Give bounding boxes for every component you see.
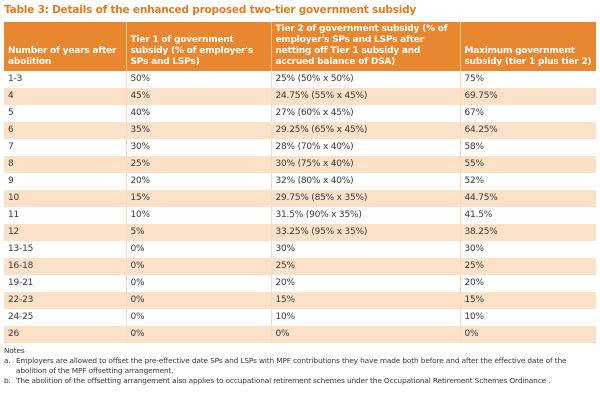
table-row: 26 0% 0% 0% [4,326,596,343]
note-b: b. The abolition of the offsetting arran… [4,376,596,386]
cell-years: 11 [4,207,126,224]
cell-tier2: 30% (75% x 40%) [270,156,460,173]
notes: Notes a. Employers are allowed to offset… [4,346,596,386]
cell-tier2: 32% (80% x 40%) [270,173,460,190]
cell-years: 19-21 [4,275,126,292]
cell-tier1: 0% [125,258,271,275]
cell-maximum: 38.25% [459,224,596,241]
cell-years: 8 [4,156,126,173]
cell-tier2: 24.75% (55% x 45%) [270,88,460,105]
note-label: b. [4,376,11,385]
header-tier1: Tier 1 of government subsidy (% of emplo… [125,22,271,71]
cell-maximum: 52% [459,173,596,190]
table-row: 1-3 50% 25% (50% x 50%) 75% [4,71,596,88]
cell-tier1: 15% [125,190,271,207]
cell-maximum: 41.5% [459,207,596,224]
cell-tier2: 25% [270,258,460,275]
table-header: Number of years after abolition Tier 1 o… [4,22,596,71]
table-row: 5 40% 27% (60% x 45%) 67% [4,105,596,122]
cell-tier2: 0% [270,326,460,343]
subsidy-table: Number of years after abolition Tier 1 o… [4,22,596,343]
table-row: 8 25% 30% (75% x 40%) 55% [4,156,596,173]
cell-tier1: 0% [125,326,271,343]
table-row: 4 45% 24.75% (55% x 45%) 69.75% [4,88,596,105]
note-text: Employers are allowed to offset the pre-… [16,356,567,375]
header-row: Number of years after abolition Tier 1 o… [4,22,596,71]
cell-tier2: 20% [270,275,460,292]
cell-tier1: 0% [125,241,271,258]
cell-tier1: 20% [125,173,271,190]
table-row: 22-23 0% 15% 15% [4,292,596,309]
cell-tier1: 35% [125,122,271,139]
page: Table 3: Details of the enhanced propose… [4,4,596,386]
table-row: 6 35% 29.25% (65% x 45%) 64.25% [4,122,596,139]
cell-years: 5 [4,105,126,122]
table-row: 9 20% 32% (80% x 40%) 52% [4,173,596,190]
cell-tier2: 31.5% (90% x 35%) [270,207,460,224]
header-tier2: Tier 2 of government subsidy (% of emplo… [270,22,460,71]
cell-tier2: 15% [270,292,460,309]
table-row: 16-18 0% 25% 25% [4,258,596,275]
cell-tier1: 10% [125,207,271,224]
cell-tier1: 50% [125,71,271,88]
cell-maximum: 44.75% [459,190,596,207]
cell-tier1: 45% [125,88,271,105]
cell-maximum: 75% [459,71,596,88]
table-row: 12 5% 33.25% (95% x 35%) 38.25% [4,224,596,241]
cell-tier2: 28% (70% x 40%) [270,139,460,156]
cell-years: 1-3 [4,71,126,88]
note-label: a. [4,356,11,365]
cell-tier2: 30% [270,241,460,258]
table-row: 13-15 0% 30% 30% [4,241,596,258]
cell-years: 24-25 [4,309,126,326]
table-row: 19-21 0% 20% 20% [4,275,596,292]
cell-maximum: 15% [459,292,596,309]
cell-years: 10 [4,190,126,207]
cell-maximum: 10% [459,309,596,326]
cell-years: 22-23 [4,292,126,309]
cell-tier2: 25% (50% x 50%) [270,71,460,88]
cell-tier1: 0% [125,292,271,309]
cell-maximum: 67% [459,105,596,122]
cell-maximum: 20% [459,275,596,292]
cell-years: 4 [4,88,126,105]
cell-maximum: 30% [459,241,596,258]
notes-heading: Notes [4,346,25,355]
table-body: 1-3 50% 25% (50% x 50%) 75% 4 45% 24.75% (55% … [4,71,596,343]
table-title: Table 3: Details of the enhanced propose… [4,4,417,16]
table-row: 24-25 0% 10% 10% [4,309,596,326]
cell-years: 7 [4,139,126,156]
cell-tier1: 25% [125,156,271,173]
cell-years: 16-18 [4,258,126,275]
note-text: The abolition of the offsetting arrangem… [16,376,551,385]
cell-tier1: 0% [125,309,271,326]
note-a: a. Employers are allowed to offset the p… [4,356,596,376]
cell-tier1: 40% [125,105,271,122]
cell-tier2: 10% [270,309,460,326]
cell-tier2: 29.25% (65% x 45%) [270,122,460,139]
cell-tier2: 29.75% (85% x 35%) [270,190,460,207]
cell-tier1: 0% [125,275,271,292]
cell-maximum: 64.25% [459,122,596,139]
cell-maximum: 0% [459,326,596,343]
cell-years: 12 [4,224,126,241]
cell-years: 26 [4,326,126,343]
table-row: 7 30% 28% (70% x 40%) 58% [4,139,596,156]
header-years: Number of years after abolition [4,22,126,71]
cell-maximum: 25% [459,258,596,275]
cell-tier1: 5% [125,224,271,241]
table-row: 10 15% 29.75% (85% x 35%) 44.75% [4,190,596,207]
cell-years: 9 [4,173,126,190]
header-maximum: Maximum government subsidy (tier 1 plus … [459,22,596,71]
cell-maximum: 69.75% [459,88,596,105]
cell-maximum: 58% [459,139,596,156]
cell-tier2: 33.25% (95% x 35%) [270,224,460,241]
cell-years: 6 [4,122,126,139]
table-row: 11 10% 31.5% (90% x 35%) 41.5% [4,207,596,224]
cell-years: 13-15 [4,241,126,258]
cell-tier2: 27% (60% x 45%) [270,105,460,122]
cell-tier1: 30% [125,139,271,156]
cell-maximum: 55% [459,156,596,173]
